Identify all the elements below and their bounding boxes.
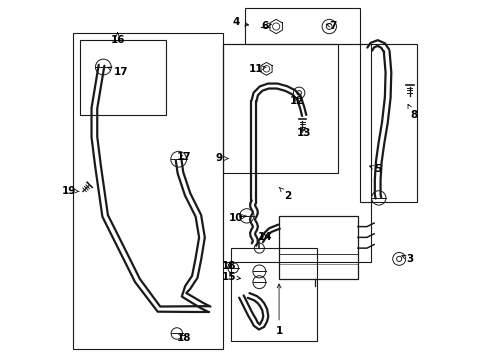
Text: 16: 16 [110,32,125,45]
Bar [231,248,317,341]
Text: 1: 1 [275,284,283,336]
Text: 11: 11 [248,64,266,74]
Text: 18: 18 [221,261,236,271]
Text: 17: 17 [177,152,192,162]
Text: 19: 19 [62,186,79,196]
Text: 18: 18 [177,333,191,343]
Text: 14: 14 [257,232,272,242]
Bar [223,44,338,173]
Bar [245,8,360,44]
Text: 4: 4 [232,17,248,27]
Bar [360,44,417,202]
Text: 10: 10 [229,213,246,222]
Text: 9: 9 [215,153,228,163]
Bar [73,33,223,348]
Text: 13: 13 [297,129,312,138]
Bar [223,44,370,262]
Text: 7: 7 [326,21,337,31]
Text: 5: 5 [369,164,381,174]
Text: 12: 12 [290,96,304,106]
Text: 3: 3 [402,254,414,264]
Text: 6: 6 [261,21,271,31]
Text: 17: 17 [108,67,128,77]
Text: 8: 8 [408,104,417,121]
Bar [80,40,166,116]
Text: 15: 15 [221,272,241,282]
Bar [279,216,358,279]
Text: 2: 2 [279,188,292,201]
